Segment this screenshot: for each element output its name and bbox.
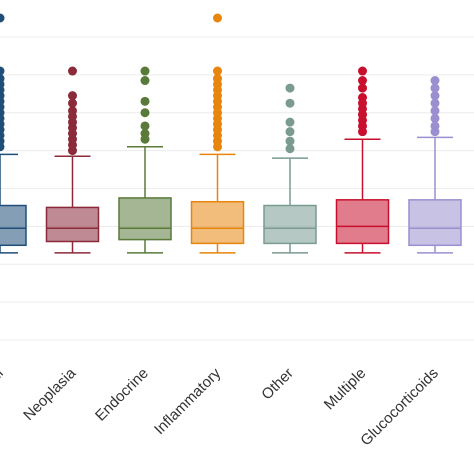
outlier-point [68, 91, 77, 101]
box-inflammatory [190, 13, 245, 254]
iqr-box [45, 206, 100, 243]
x-axis-tick-labels: All Neoplasia Endocrine Inflammatory Other Mu… [0, 364, 442, 450]
box-neoplasia [45, 66, 100, 254]
outlier-point [140, 76, 150, 86]
outlier-point [285, 83, 295, 93]
iqr-box [335, 199, 390, 245]
outlier-point [140, 96, 150, 106]
outlier-point [358, 83, 367, 93]
outlier-point [285, 136, 295, 146]
box-other [263, 83, 317, 254]
outlier-point [68, 106, 77, 116]
outlier-point [213, 13, 222, 23]
iqr-box [263, 204, 317, 245]
x-tick-label: All [0, 365, 7, 389]
x-tick-label: Inflammatory [151, 364, 225, 438]
outlier-point [285, 144, 295, 154]
outlier-point [285, 127, 295, 137]
outlier-point [0, 13, 5, 23]
outlier-point [358, 76, 367, 86]
outlier-point [140, 129, 150, 139]
x-tick-label: Glucocorticoids [357, 365, 442, 450]
outlier-point [358, 66, 367, 76]
outlier-point [430, 83, 440, 93]
outlier-point [285, 98, 295, 108]
iqr-box [408, 199, 462, 247]
outlier-point [0, 74, 5, 84]
outlier-point [430, 113, 440, 123]
outlier-point [0, 66, 5, 76]
box-all [0, 13, 27, 254]
outlier-point [430, 121, 440, 131]
outlier-point [213, 66, 222, 76]
outlier-point [140, 108, 150, 118]
outlier-point [140, 66, 150, 76]
iqr-box [190, 200, 245, 245]
outlier-point [213, 74, 222, 84]
outlier-point [430, 76, 440, 86]
x-tick-label: Multiple [321, 365, 370, 414]
outlier-point [430, 106, 440, 116]
x-tick-label: Neoplasia [20, 364, 80, 424]
outlier-point [68, 66, 77, 76]
gridlines [0, 36, 474, 341]
box-glucocorticoids [408, 76, 462, 254]
box-series [0, 13, 462, 254]
outlier-point [430, 91, 440, 101]
iqr-box [118, 197, 172, 241]
box-endocrine [118, 66, 172, 254]
x-tick-label: Endocrine [92, 365, 152, 425]
iqr-box [0, 204, 27, 247]
outlier-point [430, 98, 440, 108]
outlier-point [358, 93, 367, 103]
box-multiple [335, 66, 390, 254]
outlier-point [285, 117, 295, 127]
x-tick-label: Other [258, 365, 297, 404]
outlier-point [68, 98, 77, 108]
outlier-point [140, 121, 150, 131]
